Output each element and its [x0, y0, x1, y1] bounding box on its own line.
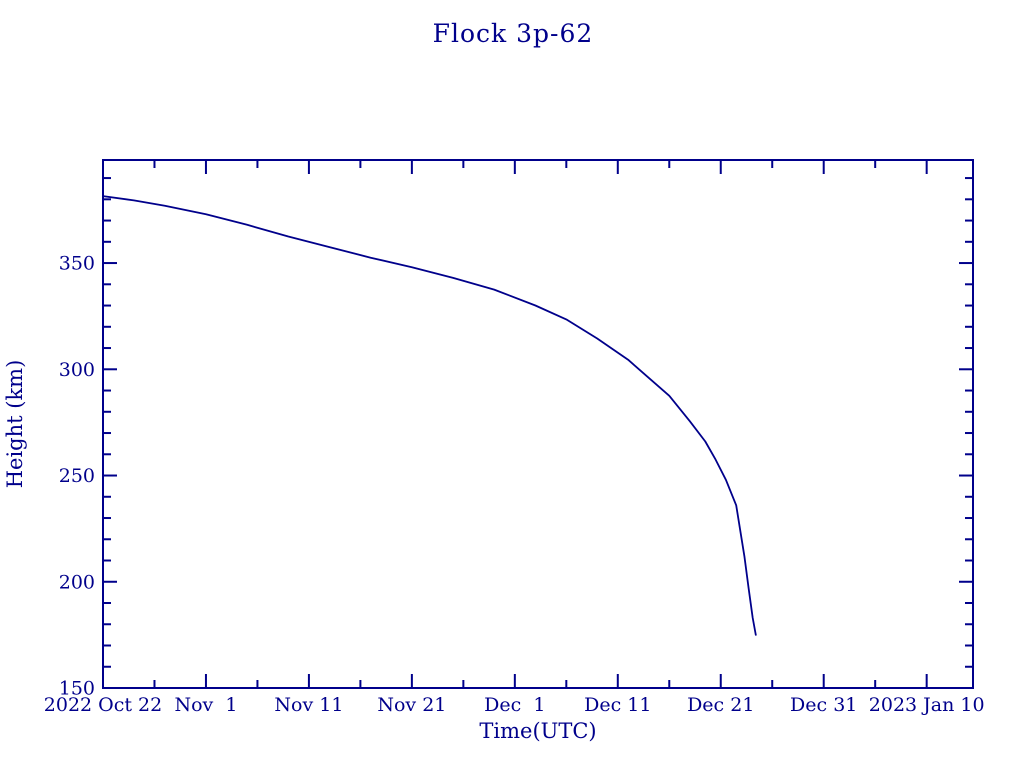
- x-tick-label: Nov 11: [274, 694, 343, 716]
- x-tick-label: 2023 Jan 10: [869, 694, 985, 716]
- x-tick-label: Nov 1: [174, 694, 237, 716]
- y-axis-tick-labels: 150 200 250 300 350: [59, 253, 95, 700]
- x-tick-label: Dec 1: [484, 694, 545, 716]
- x-tick-label: 2022 Oct 22: [44, 694, 162, 716]
- plot-frame: [102, 159, 974, 689]
- y-tick-label: 200: [59, 571, 95, 593]
- x-tick-label: Dec 21: [687, 694, 754, 716]
- x-tick-label: Dec 31: [790, 694, 857, 716]
- x-axis-tick-labels: 2022 Oct 22 Nov 1 Nov 11 Nov 21 Dec 1 Dec 11 D…: [44, 694, 985, 716]
- chart-title: Flock 3p-62: [433, 19, 594, 48]
- plot-frame-rect: [102, 159, 974, 689]
- decay-curve: [102, 195, 757, 636]
- y-tick-label: 300: [59, 359, 95, 381]
- decay-curve-group: [102, 195, 757, 636]
- y-tick-label: 250: [59, 465, 95, 487]
- x-tick-label: Dec 11: [584, 694, 651, 716]
- y-tick-label: 350: [59, 253, 95, 275]
- x-axis-label: Time(UTC): [479, 719, 596, 743]
- y-tick-label: 150: [59, 678, 95, 700]
- y-axis-ticks: [103, 177, 973, 689]
- x-axis-ticks: [102, 160, 928, 688]
- x-tick-label: Nov 21: [377, 694, 446, 716]
- y-axis-label: Height (km): [3, 360, 27, 489]
